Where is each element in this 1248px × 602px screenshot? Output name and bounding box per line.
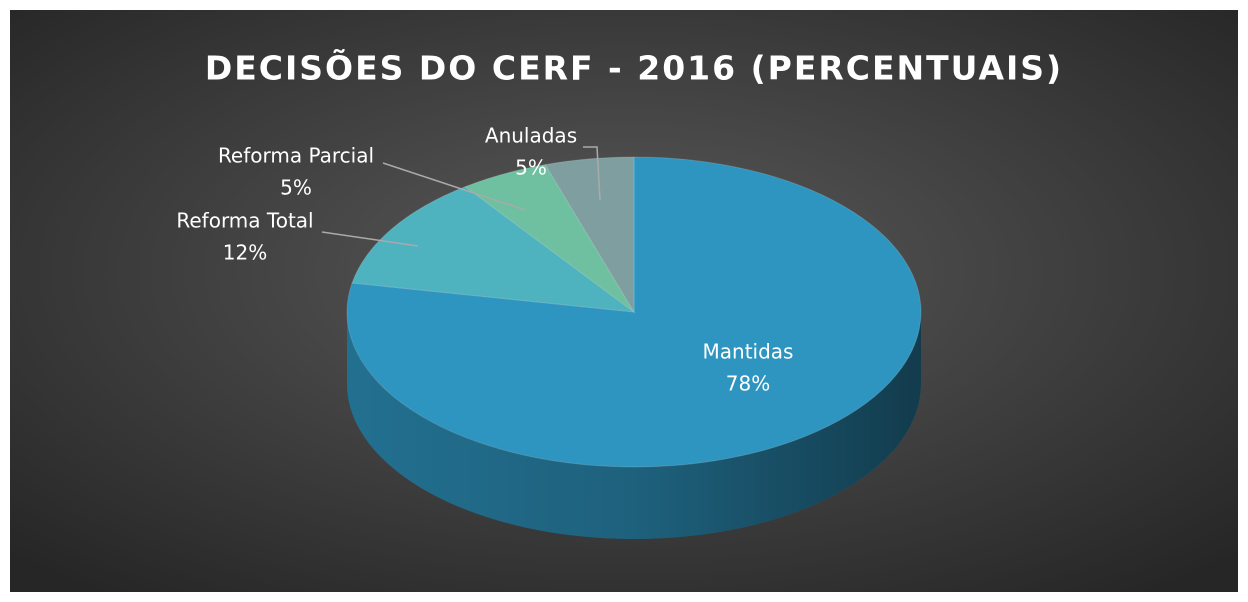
data-label-name: Reforma Parcial (218, 144, 374, 168)
slice (464, 164, 635, 313)
slice (346, 156, 922, 468)
data-label-name: Mantidas (703, 340, 794, 364)
data-label-value: 12% (223, 241, 267, 265)
data-label-value: 78% (726, 372, 770, 396)
slice-side-shade (347, 312, 921, 539)
slice (544, 156, 635, 314)
data-label-value: 5% (280, 176, 312, 200)
slice (351, 186, 636, 313)
chart-title: DECISÕES DO CERF - 2016 (PERCENTUAIS) (205, 48, 1063, 88)
data-label-name: Anuladas (485, 124, 577, 148)
leader-line (321, 231, 419, 247)
data-label-name: Reforma Total (176, 209, 313, 233)
leader-line (382, 162, 526, 211)
data-label-value: 5% (515, 156, 547, 180)
leader-line (583, 146, 601, 201)
